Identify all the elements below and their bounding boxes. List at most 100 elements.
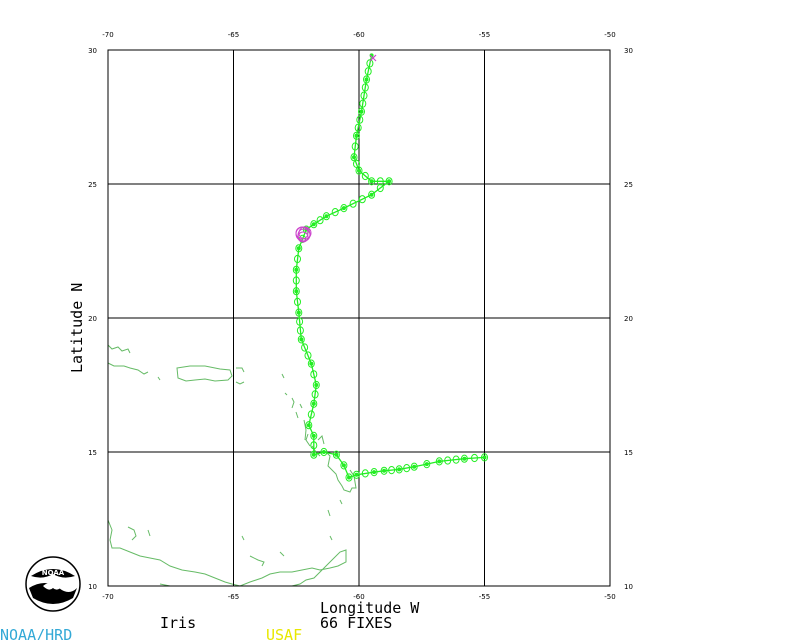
track-point xyxy=(462,456,467,461)
track-point xyxy=(314,383,319,387)
track-point xyxy=(359,109,364,114)
track-fix-marker xyxy=(332,450,340,459)
lat-lon-grid xyxy=(107,49,611,587)
track-fix-marker xyxy=(356,115,364,124)
track-fix-marker xyxy=(311,390,319,399)
track-point xyxy=(354,133,359,138)
x-tick-labels-bottom: -70 -65 -60 -55 -50 xyxy=(102,593,615,601)
track-fix-marker xyxy=(340,461,348,470)
track-fix-marker xyxy=(295,308,303,317)
track-point xyxy=(364,77,369,82)
track-fix-marker xyxy=(345,473,353,482)
coastlines xyxy=(107,344,357,587)
track-point xyxy=(311,222,316,227)
y-tick-label: 30 xyxy=(88,47,97,55)
track-point xyxy=(296,246,301,251)
x-tick-label: -60 xyxy=(353,593,364,601)
track-fix-marker xyxy=(312,380,320,390)
y-tick-label: 15 xyxy=(624,449,633,457)
track-point xyxy=(352,155,356,160)
track-point xyxy=(311,433,316,438)
y-tick-label: 25 xyxy=(624,181,633,189)
track-fix-marker xyxy=(380,466,388,475)
track-fix-marker xyxy=(452,455,460,464)
track-fix-marker xyxy=(353,470,360,479)
track-point xyxy=(369,179,374,184)
track-fix-marker xyxy=(316,216,324,225)
track-fix-marker xyxy=(297,335,305,344)
y-tick-label: 10 xyxy=(624,583,633,591)
track-fix-marker xyxy=(292,276,300,285)
track-point xyxy=(437,459,442,464)
x-axis-title: Longitude W xyxy=(320,599,420,617)
track-fix-marker xyxy=(435,457,443,466)
track-fix-marker xyxy=(310,431,318,440)
track-fix-marker xyxy=(301,343,309,352)
track-fix-marker xyxy=(361,83,369,92)
track-fix-marker xyxy=(460,454,468,463)
track-fix-marker xyxy=(358,107,365,116)
noaa-logo: NOAA xyxy=(25,556,81,612)
track-point xyxy=(296,310,301,315)
storm-track xyxy=(292,53,488,482)
source-usaf: USAF xyxy=(266,626,302,640)
x-tick-label: -65 xyxy=(228,31,239,39)
track-point xyxy=(482,455,487,460)
y-tick-label: 20 xyxy=(88,315,97,323)
track-fix-marker xyxy=(296,317,304,326)
track-fix-marker xyxy=(340,204,348,213)
track-point xyxy=(424,462,429,467)
track-fix-marker xyxy=(364,67,372,76)
fix-count: 66 FIXES xyxy=(320,614,392,632)
track-fix-marker xyxy=(320,447,328,457)
track-point xyxy=(357,168,361,173)
x-tick-label: -70 xyxy=(102,31,113,39)
track-fix-marker xyxy=(292,287,300,296)
source-noaa-hrd: NOAA/HRD xyxy=(0,626,72,640)
track-fix-marker xyxy=(294,254,301,264)
track-point xyxy=(341,206,346,211)
track-point xyxy=(387,179,392,184)
track-fix-marker xyxy=(385,177,393,186)
track-fix-marker xyxy=(292,265,300,274)
track-fix-marker xyxy=(310,450,318,459)
track-fix-marker xyxy=(305,421,313,430)
y-axis-title: Latitude N xyxy=(68,283,86,373)
track-fix-marker xyxy=(295,244,303,253)
track-fix-marker xyxy=(307,359,315,368)
track-point xyxy=(306,423,311,428)
track-fix-marker xyxy=(363,75,370,84)
track-point xyxy=(369,192,374,197)
track-fix-marker xyxy=(349,199,357,208)
track-fix-marker xyxy=(310,220,318,229)
y-tick-label: 25 xyxy=(88,181,97,189)
track-fix-marker xyxy=(304,351,312,360)
track-point xyxy=(294,267,299,272)
stall-loop-circles xyxy=(295,226,312,243)
x-tick-label: -50 xyxy=(604,31,615,39)
track-fix-marker xyxy=(410,462,418,471)
y-tick-label: 20 xyxy=(624,315,633,323)
track-fix-marker xyxy=(331,208,339,217)
track-fix-marker xyxy=(444,456,452,465)
track-point xyxy=(294,289,299,294)
track-fix-marker xyxy=(423,460,431,469)
track-fix-marker xyxy=(350,153,358,162)
track-fix-marker xyxy=(361,469,369,478)
track-fix-marker xyxy=(359,99,367,108)
track-fix-marker xyxy=(376,183,384,193)
track-point xyxy=(311,401,316,406)
track-fix-marker xyxy=(368,177,376,186)
noaa-logo-text: NOAA xyxy=(42,569,65,577)
track-point xyxy=(347,475,351,480)
track-point xyxy=(341,463,346,468)
track-point xyxy=(309,361,314,366)
track-fix-marker xyxy=(358,195,366,204)
track-end-marker xyxy=(369,54,377,62)
track-fix-marker xyxy=(388,466,396,475)
track-fix-marker xyxy=(294,297,301,306)
track-fix-marker xyxy=(360,91,368,100)
track-point xyxy=(382,468,387,473)
track-point xyxy=(372,470,377,475)
